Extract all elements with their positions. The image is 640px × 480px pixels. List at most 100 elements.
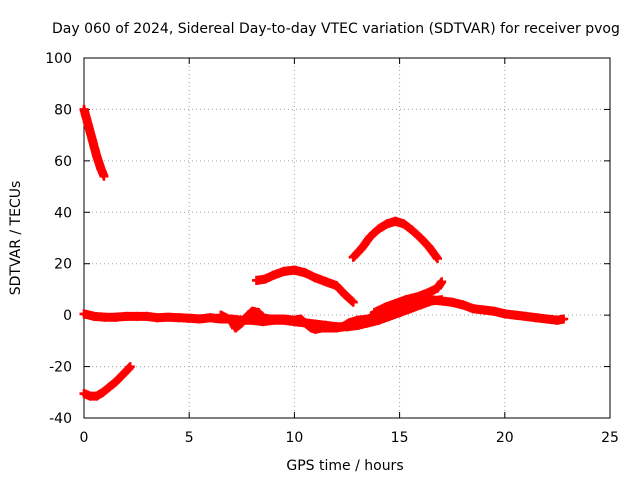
data-point	[79, 104, 89, 114]
data-point	[321, 277, 331, 287]
data-point	[153, 313, 163, 323]
data-point	[348, 297, 358, 307]
data-point	[340, 290, 350, 300]
data-point	[458, 300, 468, 310]
data-point	[231, 323, 240, 333]
data-point	[279, 314, 289, 324]
data-point	[521, 311, 531, 321]
data-point	[205, 313, 215, 323]
x-tick-label: 15	[391, 430, 409, 446]
grid	[84, 58, 610, 418]
data-series	[79, 104, 569, 401]
data-point	[96, 164, 106, 174]
data-point	[407, 225, 417, 235]
y-tick-label: -20	[49, 360, 72, 376]
data-point	[531, 313, 541, 323]
x-tick-labels: 0 5 10 15 20 25	[80, 430, 619, 446]
y-tick-label: 40	[54, 205, 72, 221]
data-point	[437, 277, 447, 287]
data-point	[252, 275, 261, 285]
series-arc-4	[216, 295, 569, 334]
data-point	[338, 322, 348, 332]
data-point	[92, 151, 102, 161]
data-point	[332, 323, 341, 333]
data-point	[447, 297, 457, 307]
x-tick-label: 25	[601, 430, 619, 446]
data-point	[380, 302, 390, 312]
data-point	[422, 288, 432, 298]
axis-ticks	[83, 57, 611, 419]
data-point	[279, 266, 289, 276]
data-point	[79, 389, 89, 399]
data-point	[132, 311, 142, 321]
data-point	[99, 171, 109, 181]
data-point	[268, 270, 278, 280]
data-point	[369, 308, 379, 318]
series-arc-6	[348, 216, 442, 264]
data-point	[117, 371, 127, 381]
data-point	[310, 324, 320, 334]
data-point	[411, 292, 421, 302]
data-point	[104, 382, 114, 392]
data-point	[92, 391, 102, 401]
y-tick-label: 0	[63, 308, 72, 324]
data-point	[83, 120, 93, 130]
data-point	[260, 274, 270, 284]
data-point	[247, 306, 257, 316]
data-point	[353, 315, 362, 325]
x-tick-label: 5	[185, 430, 194, 446]
y-tick-label: 20	[54, 257, 72, 273]
data-point	[390, 216, 400, 226]
data-point	[195, 314, 205, 324]
data-point	[111, 377, 121, 387]
data-point	[216, 310, 226, 320]
data-point	[254, 308, 264, 318]
data-point	[374, 224, 384, 234]
data-point	[289, 265, 299, 275]
data-point	[258, 313, 268, 323]
data-point	[424, 242, 434, 252]
data-point	[552, 315, 562, 325]
data-point	[426, 295, 436, 305]
data-point	[184, 313, 194, 323]
data-point	[332, 281, 341, 291]
data-point	[433, 283, 442, 293]
data-point	[90, 311, 99, 321]
data-point	[323, 323, 333, 333]
y-tick-label: -40	[49, 411, 72, 427]
data-point	[365, 232, 375, 242]
data-point	[163, 312, 173, 322]
data-point	[401, 295, 411, 305]
data-point	[142, 311, 152, 321]
data-point	[433, 254, 442, 264]
data-point	[344, 318, 354, 328]
data-point	[100, 312, 110, 322]
chart-title: Day 060 of 2024, Sidereal Day-to-day VTE…	[52, 21, 620, 37]
series-arc-2	[79, 362, 135, 401]
series-arc-5	[252, 265, 358, 307]
data-point	[399, 219, 409, 229]
data-point	[510, 310, 520, 320]
data-point	[247, 315, 257, 325]
data-point	[87, 135, 97, 145]
y-tick-label: 80	[54, 102, 72, 118]
data-point	[174, 313, 184, 323]
data-point	[125, 362, 135, 372]
data-point	[479, 305, 489, 315]
data-point	[559, 314, 569, 324]
data-point	[468, 304, 478, 314]
data-point	[357, 243, 367, 253]
data-point	[98, 387, 108, 397]
data-point	[416, 233, 426, 243]
data-point	[300, 268, 310, 278]
y-tick-labels: -40 -20 0 20 40 60 80 100	[45, 51, 72, 427]
data-point	[289, 315, 299, 325]
data-point	[237, 318, 247, 328]
data-point	[382, 219, 392, 229]
data-point	[363, 314, 373, 324]
data-point	[300, 318, 310, 328]
data-point	[310, 273, 320, 283]
y-axis-label: SDTVAR / TECUs	[8, 181, 24, 296]
data-point	[489, 306, 499, 316]
